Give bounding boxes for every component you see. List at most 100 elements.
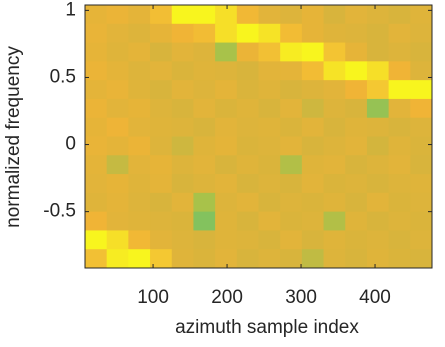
heatmap-cell	[215, 174, 238, 194]
heatmap-cell	[85, 42, 108, 62]
heatmap-cell	[258, 211, 281, 231]
heatmap-cell	[301, 80, 325, 100]
heatmap-cell	[215, 61, 238, 81]
heatmap-cell	[236, 117, 259, 137]
y-tick-label: 0	[65, 134, 76, 155]
heatmap-cell	[171, 80, 194, 100]
heatmap-cell	[258, 136, 281, 156]
heatmap-cell	[85, 211, 108, 231]
heatmap-cell	[301, 155, 325, 175]
heatmap-cell	[388, 80, 411, 100]
heatmap-cell	[345, 23, 368, 44]
heatmap-cell	[171, 211, 194, 231]
heatmap-cell	[150, 117, 173, 137]
heatmap-cell	[215, 155, 238, 175]
heatmap-cell	[236, 23, 259, 44]
heatmap-cell	[280, 61, 303, 81]
heatmap-cell	[215, 42, 238, 62]
y-axis-label: normalized frequency	[3, 46, 24, 228]
heatmap-cell	[388, 5, 411, 25]
heatmap-cell	[323, 117, 346, 137]
heatmap-cell	[150, 80, 173, 100]
heatmap-cell	[215, 5, 238, 25]
y-tick-label: 1	[65, 0, 76, 20]
heatmap-cell	[410, 23, 433, 44]
heatmap-cell	[85, 155, 108, 175]
heatmap-cell	[106, 80, 129, 100]
heatmap-cell	[236, 5, 259, 25]
heatmap-cell	[366, 61, 390, 81]
heatmap-cell	[366, 249, 390, 269]
heatmap-cell	[171, 23, 194, 44]
heatmap-cell	[150, 155, 173, 175]
heatmap-cell	[301, 23, 325, 44]
heatmap-cell	[150, 136, 173, 156]
heatmap-cell	[258, 61, 281, 81]
heatmap-cell	[323, 80, 346, 100]
heatmap-cell	[388, 42, 411, 62]
heatmap-cell	[366, 117, 390, 137]
heatmap-cell	[301, 98, 325, 119]
heatmap-cell	[388, 61, 411, 81]
heatmap-cell	[171, 192, 194, 213]
heatmap-cell	[215, 249, 238, 269]
heatmap-cell	[388, 211, 411, 231]
heatmap-cell	[236, 61, 259, 81]
heatmap-cell	[193, 42, 216, 62]
heatmap-cell	[171, 42, 194, 62]
heatmap-cell	[280, 80, 303, 100]
heatmap-cell	[171, 249, 194, 269]
heatmap-cell	[106, 117, 129, 137]
heatmap-cell	[236, 192, 259, 213]
heatmap-cell	[215, 136, 238, 156]
heatmap-cell	[150, 249, 173, 269]
heatmap-cell	[301, 117, 325, 137]
heatmap-cell	[258, 230, 281, 250]
heatmap-cell	[410, 98, 433, 119]
heatmap-cell	[128, 249, 151, 269]
x-tick-label: 200	[211, 287, 243, 308]
y-tick-label: 0.5	[50, 66, 76, 87]
heatmap-cell	[345, 211, 368, 231]
heatmap-cell	[280, 5, 303, 25]
heatmap-cell	[345, 174, 368, 194]
heatmap-cell	[193, 155, 216, 175]
heatmap-cell	[301, 5, 325, 25]
heatmap-cell	[280, 136, 303, 156]
heatmap-cell	[410, 174, 433, 194]
heatmap-cell	[410, 249, 433, 269]
heatmap-cell	[388, 98, 411, 119]
heatmap-cell	[345, 98, 368, 119]
x-tick-label: 400	[359, 287, 391, 308]
heatmap-cell	[106, 23, 129, 44]
heatmap-cell	[193, 136, 216, 156]
heatmap-cell	[150, 230, 173, 250]
heatmap-cell	[301, 211, 325, 231]
heatmap-cell	[128, 192, 151, 213]
heatmap-cell	[85, 23, 108, 44]
heatmap-cell	[236, 230, 259, 250]
heatmap-cell	[280, 230, 303, 250]
heatmap-cell	[345, 42, 368, 62]
heatmap-cell	[128, 230, 151, 250]
heatmap-cell	[410, 230, 433, 250]
heatmap-cell	[258, 80, 281, 100]
heatmap-cell	[366, 5, 390, 25]
heatmap-cell	[366, 136, 390, 156]
heatmap-cell	[128, 136, 151, 156]
x-tick-label: 300	[285, 287, 317, 308]
heatmap-cell	[345, 230, 368, 250]
heatmap-cell	[258, 42, 281, 62]
heatmap-cell	[345, 5, 368, 25]
heatmap-cell	[258, 23, 281, 44]
heatmap-cell	[150, 5, 173, 25]
heatmap-cell	[128, 61, 151, 81]
heatmap-cell	[366, 98, 390, 119]
heatmap-cell	[301, 230, 325, 250]
heatmap-cell	[106, 230, 129, 250]
heatmap-cell	[301, 42, 325, 62]
heatmap-cell	[85, 80, 108, 100]
heatmap-cell	[193, 23, 216, 44]
heatmap-cell	[345, 80, 368, 100]
heatmap-cell	[236, 42, 259, 62]
